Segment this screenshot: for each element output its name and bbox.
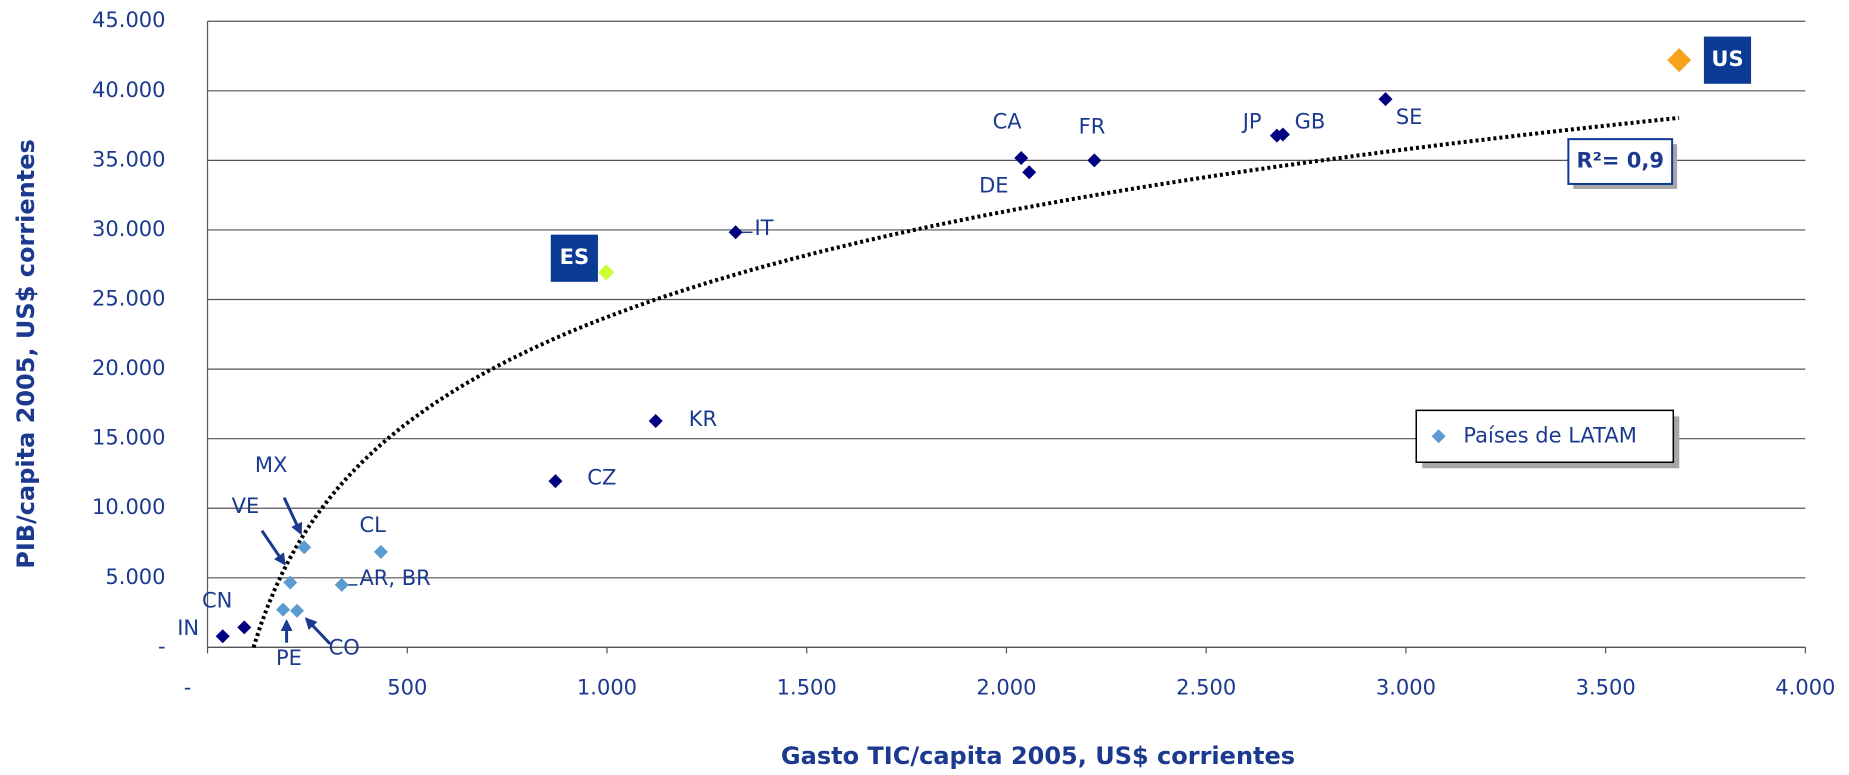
point-label: CO <box>329 636 360 660</box>
label-arrow <box>282 497 303 536</box>
point-label: SE <box>1396 105 1423 129</box>
y-tick-label: 40.000 <box>92 78 165 102</box>
legend-label: Países de LATAM <box>1463 423 1636 447</box>
y-tick-label: 45.000 <box>92 8 165 32</box>
r2-label: R²= 0,9 <box>1576 149 1663 173</box>
scatter-point <box>297 540 312 555</box>
point-label: AR, BR <box>359 566 430 590</box>
scatter-point <box>334 577 349 592</box>
point-label: FR <box>1079 114 1106 138</box>
scatter-point <box>1014 151 1029 166</box>
scatter-point <box>283 575 298 590</box>
point-label: KR <box>689 407 717 431</box>
point-label: DE <box>979 173 1008 197</box>
x-tick-label: 1.000 <box>577 676 637 700</box>
point-label: CZ <box>587 466 616 490</box>
y-tick-label: 30.000 <box>92 217 165 241</box>
trend-line <box>251 115 1680 649</box>
scatter-point <box>237 620 252 635</box>
scatter-point <box>290 603 305 618</box>
point-label: MX <box>255 453 288 477</box>
point-label: ES <box>560 245 589 269</box>
y-tick-label: 5.000 <box>105 565 165 589</box>
point-label: IN <box>177 616 199 640</box>
y-tick-label: - <box>158 634 166 658</box>
x-tick-label: 3.500 <box>1576 676 1636 700</box>
point-label: PE <box>276 646 302 670</box>
scatter-point <box>373 544 388 559</box>
scatter-point <box>728 225 743 240</box>
x-tick-label: 2.500 <box>1176 676 1236 700</box>
legend-box <box>1415 409 1675 464</box>
y-tick-label: 25.000 <box>92 287 165 311</box>
point-label: VE <box>232 494 260 518</box>
label-arrow <box>304 617 332 645</box>
point-label: CN <box>202 588 232 612</box>
label-arrow <box>260 529 286 566</box>
x-tick-label: - <box>184 676 192 700</box>
scatter-point <box>548 474 563 489</box>
x-axis-title: Gasto TIC/capita 2005, US$ corrientes <box>781 742 1295 770</box>
x-tick-label: 4.000 <box>1775 676 1835 700</box>
y-tick-label: 10.000 <box>92 495 165 519</box>
x-tick-label: 3.000 <box>1376 676 1436 700</box>
scatter-point <box>1022 165 1037 180</box>
point-label: IT <box>754 216 773 240</box>
legend-marker <box>1431 429 1446 444</box>
point-label: CL <box>359 513 386 537</box>
y-tick-label: 20.000 <box>92 356 165 380</box>
r2-box <box>1567 138 1674 185</box>
scatter-point <box>1378 92 1393 107</box>
scatter-point <box>1667 48 1692 73</box>
scatter-point <box>276 602 291 617</box>
scatter-point <box>1275 127 1290 142</box>
point-label: US <box>1711 47 1743 71</box>
scatter-point <box>1087 153 1102 168</box>
x-tick-label: 2.000 <box>976 676 1036 700</box>
label-box <box>1703 36 1752 84</box>
point-label: CA <box>993 110 1023 134</box>
point-label: GB <box>1295 110 1326 134</box>
x-tick-label: 1.500 <box>777 676 837 700</box>
scatter-point <box>648 413 663 428</box>
label-box <box>550 234 598 282</box>
y-tick-label: 15.000 <box>92 426 165 450</box>
x-tick-label: 500 <box>387 676 427 700</box>
y-tick-label: 35.000 <box>92 147 165 171</box>
y-axis-title: PIB/capita 2005, US$ corrientes <box>12 139 40 569</box>
point-label: JP <box>1241 110 1262 134</box>
scatter-point <box>598 264 615 281</box>
scatter-point <box>215 629 230 644</box>
